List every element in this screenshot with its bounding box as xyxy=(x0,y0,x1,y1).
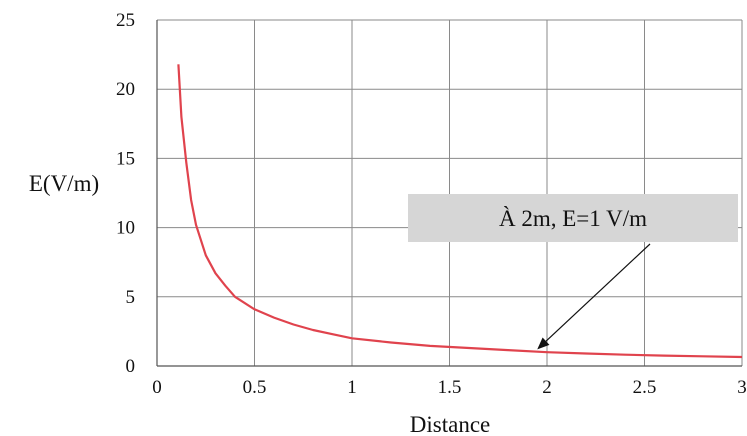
y-tick-label: 5 xyxy=(126,287,136,308)
annotation-text: À 2m, E=1 V/m xyxy=(499,206,647,231)
x-tick-label: 3 xyxy=(737,377,747,398)
annotation-arrowhead xyxy=(537,337,550,350)
x-tick-label: 1 xyxy=(347,377,357,398)
x-axis-ticks: 0 0.5 1 1.5 2 2.5 3 xyxy=(152,377,747,398)
annotation-box xyxy=(408,194,738,242)
annotation: À 2m, E=1 V/m xyxy=(408,194,738,350)
y-tick-label: 10 xyxy=(116,218,135,239)
x-tick-label: 2 xyxy=(542,377,552,398)
series-line xyxy=(177,64,743,359)
x-tick-label: 0.5 xyxy=(243,377,267,398)
y-tick-label: 25 xyxy=(116,10,135,31)
x-tick-label: 1.5 xyxy=(438,377,462,398)
y-tick-label: 20 xyxy=(116,79,135,100)
y-tick-label: 15 xyxy=(116,148,135,169)
x-axis-title: Distance xyxy=(410,412,490,436)
series-layer xyxy=(177,64,743,359)
y-axis-title: E(V/m) xyxy=(29,171,99,196)
x-tick-label: 2.5 xyxy=(633,377,657,398)
grid xyxy=(156,19,743,367)
y-tick-label: 0 xyxy=(126,356,136,377)
x-tick-label: 0 xyxy=(152,377,162,398)
y-axis-ticks: 0 5 10 15 20 25 xyxy=(116,10,135,377)
annotation-arrow xyxy=(545,243,651,342)
